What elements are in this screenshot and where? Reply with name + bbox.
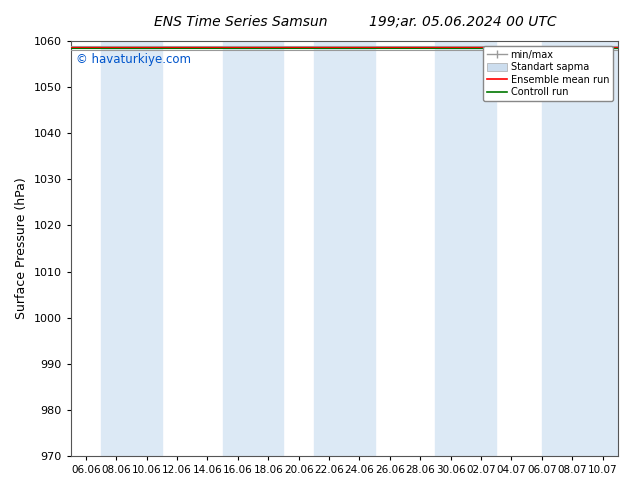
Text: ENS Time Series Samsun: ENS Time Series Samsun <box>154 15 328 29</box>
Bar <box>223 41 283 456</box>
Bar <box>314 41 375 456</box>
Text: © havaturkiye.com: © havaturkiye.com <box>76 53 191 67</box>
Y-axis label: Surface Pressure (hPa): Surface Pressure (hPa) <box>15 178 28 319</box>
Bar <box>436 41 496 456</box>
Bar <box>542 41 618 456</box>
Legend: min/max, Standart sapma, Ensemble mean run, Controll run: min/max, Standart sapma, Ensemble mean r… <box>483 46 613 101</box>
Text: 199;ar. 05.06.2024 00 UTC: 199;ar. 05.06.2024 00 UTC <box>369 15 557 29</box>
Bar <box>101 41 162 456</box>
